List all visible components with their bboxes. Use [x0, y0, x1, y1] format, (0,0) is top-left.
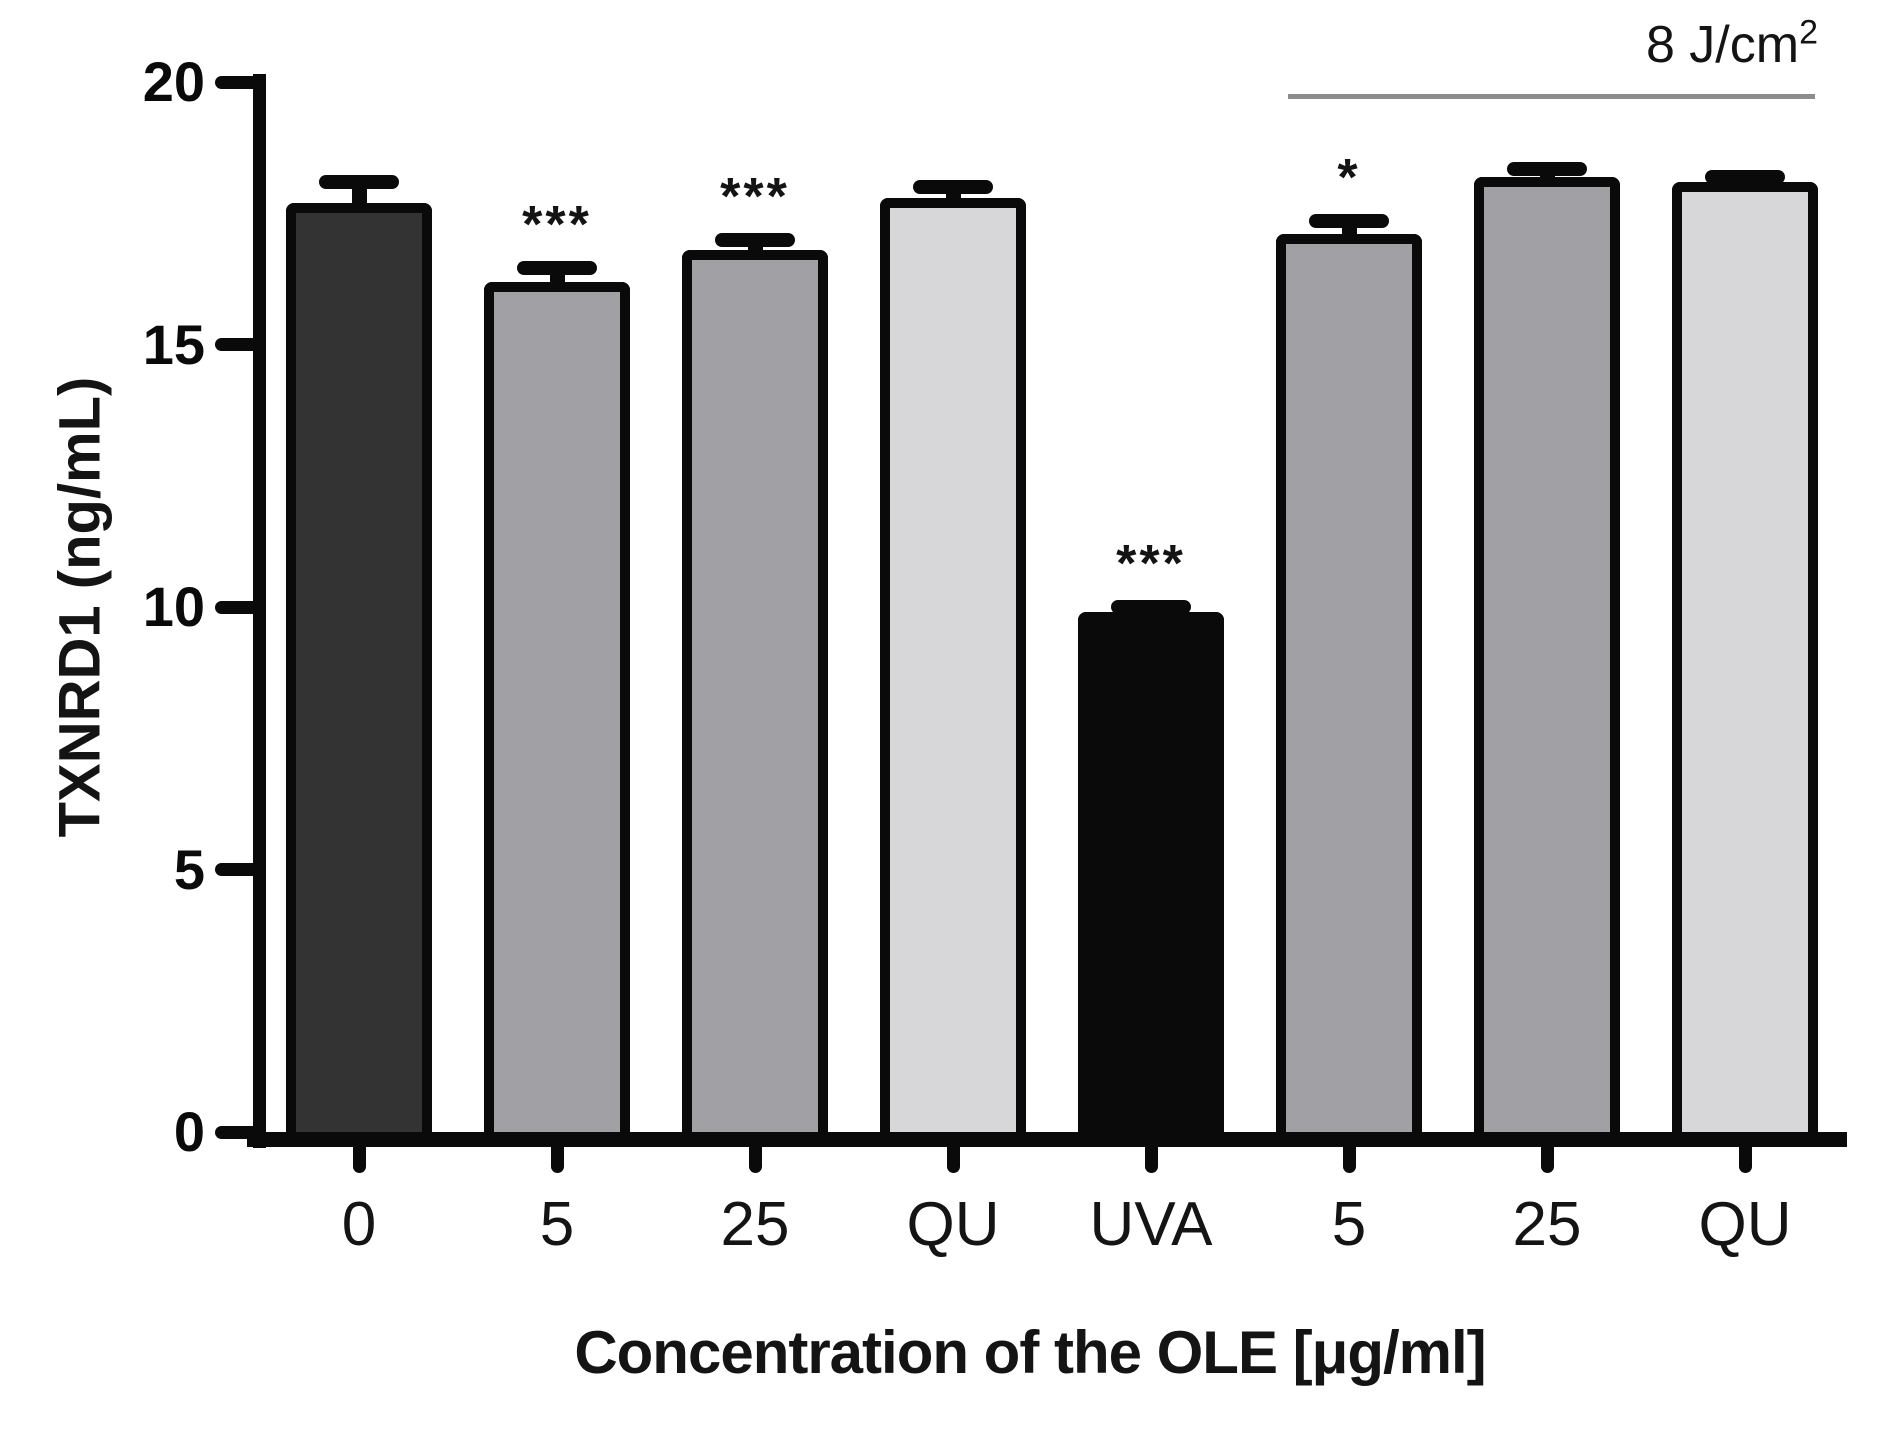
error-bar-cap — [319, 174, 399, 189]
x-tick — [550, 1147, 564, 1173]
x-tick-label: 0 — [341, 1190, 377, 1259]
bar-25-2 — [682, 250, 828, 1136]
x-tick-label: UVA — [1089, 1190, 1213, 1259]
error-bar-cap — [517, 261, 597, 276]
x-tick — [1342, 1147, 1356, 1173]
x-tick-label: 25 — [720, 1190, 790, 1259]
y-tick — [215, 1125, 253, 1139]
y-axis-line — [253, 74, 266, 1148]
significance-marker: * — [1337, 149, 1361, 208]
error-bar-cap — [1309, 214, 1389, 229]
y-tick-label: 10 — [142, 575, 205, 638]
bar-QU-3 — [880, 197, 1026, 1136]
x-axis-line — [247, 1132, 1847, 1147]
y-tick — [215, 75, 253, 89]
x-tick-label: QU — [906, 1190, 1000, 1259]
x-tick-label: QU — [1698, 1190, 1792, 1259]
x-tick — [352, 1147, 366, 1173]
bar-5-1 — [484, 281, 630, 1136]
significance-marker: *** — [522, 196, 592, 255]
bar-5-5 — [1276, 234, 1422, 1136]
bar-UVA-4 — [1078, 612, 1224, 1136]
x-tick-label: 25 — [1512, 1190, 1582, 1259]
y-tick-label: 15 — [142, 312, 205, 376]
group-annotation-superscript: 2 — [1799, 13, 1818, 52]
error-bar-cap — [913, 180, 993, 194]
significance-marker: *** — [1116, 535, 1186, 593]
x-tick — [946, 1147, 960, 1173]
y-tick-label: 5 — [173, 837, 205, 901]
x-axis-title: Concentration of the OLE [μg/ml] — [574, 1319, 1486, 1386]
x-tick-label: 5 — [1331, 1190, 1367, 1259]
y-tick — [215, 600, 253, 614]
group-annotation-line — [1288, 94, 1815, 99]
y-tick — [215, 863, 253, 876]
group-annotation-text: 8 J/cm — [1645, 16, 1800, 74]
y-tick-label: 20 — [142, 50, 205, 113]
x-tick — [1540, 1147, 1554, 1173]
y-tick — [215, 338, 253, 351]
x-tick — [1738, 1147, 1752, 1173]
x-tick — [748, 1147, 762, 1173]
group-annotation-label: 8 J/cm2 — [1418, 16, 1818, 76]
error-bar-cap — [1705, 169, 1785, 184]
error-bar-cap — [1111, 600, 1191, 614]
x-tick-label: 5 — [539, 1190, 575, 1259]
x-tick — [1144, 1147, 1158, 1173]
error-bar-cap — [715, 232, 795, 247]
y-tick-label: 0 — [173, 1100, 205, 1163]
bar-QU-7 — [1672, 181, 1818, 1136]
bar-0-0 — [286, 202, 432, 1136]
significance-marker: *** — [720, 167, 790, 226]
error-bar-cap — [1507, 161, 1587, 176]
bar-25-6 — [1474, 176, 1620, 1136]
